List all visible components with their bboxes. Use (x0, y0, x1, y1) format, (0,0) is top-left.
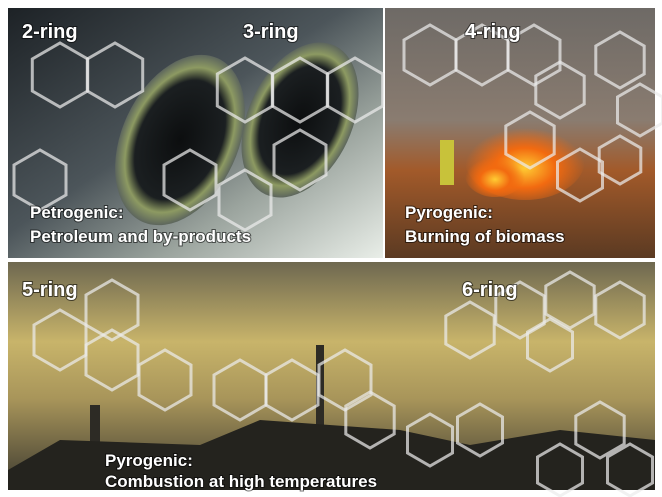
hexagon (84, 278, 140, 342)
hexagon (406, 412, 454, 468)
hexagon (84, 328, 140, 392)
caption: Petroleum and by-products (30, 227, 251, 246)
hexagon (444, 300, 496, 360)
ring-label: 6-ring (462, 279, 518, 301)
hexagon (606, 442, 654, 497)
hexagon (534, 60, 586, 120)
hexagon (162, 148, 218, 212)
caption: Burning of biomass (405, 227, 565, 246)
caption: Pyrogenic: (105, 451, 193, 470)
hexagon (597, 134, 643, 186)
hexagon (137, 348, 193, 412)
caption: Combustion at high temperatures (105, 472, 377, 491)
hexagon (556, 147, 604, 203)
hexagon (12, 148, 68, 212)
hexagon (272, 128, 328, 192)
hexagon (217, 168, 273, 232)
hexagon (594, 30, 646, 90)
hexagon-overlay (12, 23, 662, 497)
ring-label: 5-ring (22, 279, 78, 301)
panel-exhaust (8, 8, 383, 258)
hexagon (494, 280, 546, 340)
hexagon (506, 23, 562, 87)
hexagon (85, 41, 145, 109)
hexagon (504, 110, 556, 170)
hexagon (594, 280, 646, 340)
hexagon (526, 317, 574, 373)
hexagon (325, 56, 385, 124)
ring-label: 4-ring (465, 21, 521, 43)
hexagon (616, 82, 662, 138)
ring-label: 3-ring (243, 21, 299, 43)
caption: Pyrogenic: (405, 203, 493, 222)
hexagon (574, 400, 626, 460)
caption: Petrogenic: (30, 203, 124, 222)
hexagon (456, 402, 504, 458)
hexagon (536, 442, 584, 497)
ring-label: 2-ring (22, 21, 78, 43)
hexagon (544, 270, 596, 330)
hexagon (344, 390, 396, 450)
